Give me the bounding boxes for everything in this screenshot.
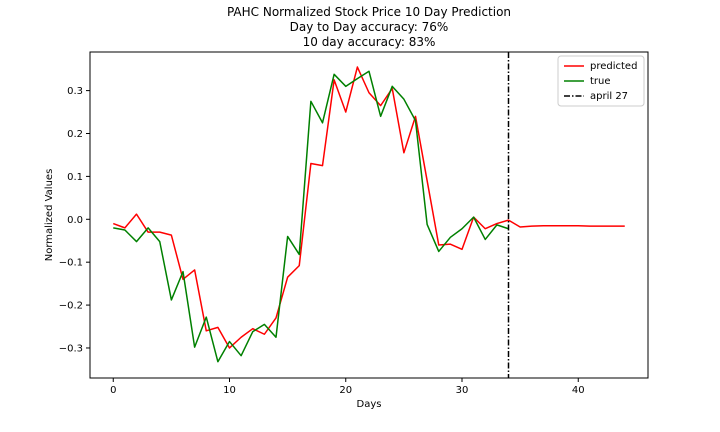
legend-label-true: true [590,76,611,87]
y-tick-label: −0.1 [59,258,83,269]
x-tick-label: 0 [110,385,116,396]
chart-title-line-3: 10 day accuracy: 83% [303,35,436,49]
y-axis-ticks: −0.3 −0.2 −0.1 0.0 0.1 0.2 0.3 [59,86,90,354]
legend-label-april-27: april 27 [590,91,628,102]
x-tick-label: 40 [572,385,585,396]
series-line-predicted [112,66,625,349]
y-tick-label: −0.3 [59,343,83,354]
x-tick-label: 20 [339,385,352,396]
legend-box [557,55,645,107]
y-tick-label: 0.1 [67,172,83,183]
series-line-true [113,70,509,363]
chart-title-line-2: Day to Day accuracy: 76% [290,20,449,34]
axes-frame [89,51,649,379]
x-tick-label: 10 [223,385,236,396]
legend: predicted true april 27 [557,55,645,107]
y-tick-label: 0.3 [67,86,83,97]
y-tick-label: 0.0 [67,215,83,226]
y-tick-label: −0.2 [59,301,83,312]
x-axis-label: Days [357,399,382,410]
legend-label-predicted: predicted [590,61,637,72]
series-layer [112,52,625,378]
x-axis-ticks: 0 10 20 30 40 [110,378,585,396]
x-tick-label: 30 [456,385,469,396]
chart-title-line-1: PAHC Normalized Stock Price 10 Day Predi… [227,5,511,19]
y-tick-label: 0.2 [67,129,83,140]
y-axis-label: Normalized Values [44,169,55,262]
